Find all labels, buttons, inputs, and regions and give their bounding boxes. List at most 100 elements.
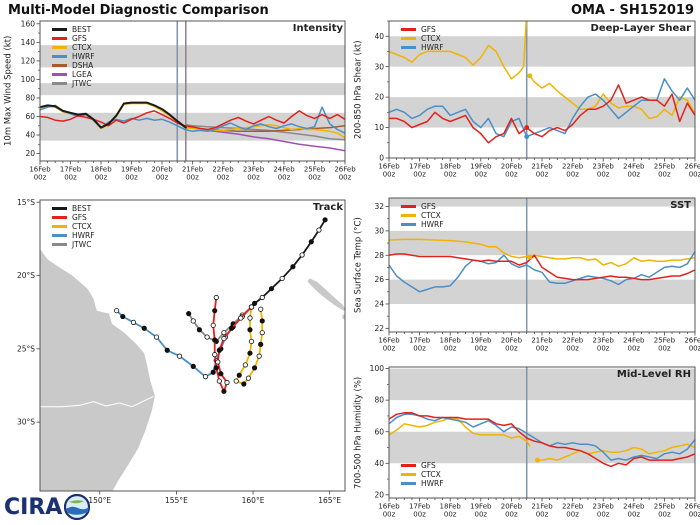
svg-text:00z: 00z [383, 171, 396, 179]
svg-text:00z: 00z [475, 171, 488, 179]
legend-entry-best: BEST [52, 204, 95, 213]
track-position-marker [316, 227, 322, 233]
svg-text:00z: 00z [247, 174, 260, 182]
track-position-marker [247, 350, 253, 356]
track-position-marker [268, 286, 275, 292]
svg-text:22Feb: 22Feb [562, 337, 584, 345]
legend-label: JTWC [72, 240, 92, 249]
svg-text:17Feb: 17Feb [60, 166, 82, 174]
svg-text:00z: 00z [308, 174, 321, 182]
svg-text:20Feb: 20Feb [501, 503, 523, 511]
svg-text:26Feb: 26Feb [684, 163, 700, 171]
rh-y-axis-label: 700-500 hPa Humidity (%) [353, 376, 364, 489]
svg-text:16Feb: 16Feb [378, 163, 400, 171]
svg-text:26: 26 [374, 275, 384, 284]
category-band [389, 198, 695, 207]
track-position-marker [290, 264, 296, 270]
svg-text:25Feb: 25Feb [654, 163, 676, 171]
legend-label: GFS [421, 461, 436, 470]
track-position-marker [120, 313, 126, 320]
track-position-marker [242, 362, 248, 368]
map-frame [39, 199, 346, 492]
legend-entry-ctcx: CTCX [401, 470, 444, 479]
legend-entry-ctcx: CTCX [401, 211, 444, 220]
track-position-marker [190, 363, 196, 369]
track-position-marker [258, 306, 264, 312]
track-map: 150°E 155°E 160°E 165°E 15°S 20°S 25°S 30°S [17, 198, 346, 505]
legend-label: CTCX [72, 222, 92, 231]
legend-label: DSHA [72, 61, 94, 70]
track-position-marker [141, 325, 147, 331]
track-position-marker [213, 365, 219, 371]
legend-entry-gfs: GFS [52, 34, 95, 43]
svg-text:23Feb: 23Feb [243, 166, 265, 174]
track-ctcx [235, 306, 264, 385]
track-position-marker [210, 322, 216, 328]
init-marker [527, 254, 533, 260]
svg-text:120: 120 [21, 56, 36, 65]
legend-label: BEST [72, 25, 92, 34]
plot-frame [39, 20, 346, 162]
legend-swatch-ctcx [401, 473, 416, 476]
svg-text:26Feb: 26Feb [684, 337, 700, 345]
svg-text:17Feb: 17Feb [409, 337, 431, 345]
svg-text:00z: 00z [475, 511, 488, 519]
legend-swatch-hwrf [401, 46, 416, 49]
legend-entry-dsha: DSHA [52, 61, 95, 70]
svg-text:24Feb: 24Feb [623, 163, 645, 171]
track-position-marker [279, 275, 285, 282]
svg-text:18Feb: 18Feb [90, 166, 112, 174]
svg-text:19Feb: 19Feb [470, 163, 492, 171]
svg-text:00z: 00z [658, 345, 671, 353]
track-position-marker [176, 353, 183, 359]
svg-text:24Feb: 24Feb [273, 166, 295, 174]
track-position-marker [221, 330, 227, 336]
svg-text:00z: 00z [628, 345, 641, 353]
track-position-marker [212, 352, 218, 358]
intensity-plot: 16Feb00z17Feb00z18Feb00z19Feb00z20Feb00z… [21, 19, 357, 181]
shear-y-axis-label: 200-850 hPa Shear (kt) [353, 40, 364, 139]
svg-text:25Feb: 25Feb [654, 503, 676, 511]
legend-label: GFS [72, 34, 87, 43]
rh-panel-label: Mid-Level RH [616, 369, 691, 380]
svg-text:00z: 00z [597, 511, 610, 519]
svg-text:00z: 00z [156, 174, 169, 182]
intensity-y-axis-label: 10m Max Wind Speed (kt) [3, 35, 14, 147]
legend-swatch-hwrf [52, 55, 67, 58]
svg-text:155°E: 155°E [165, 496, 188, 505]
svg-text:00z: 00z [505, 345, 518, 353]
svg-text:00z: 00z [475, 345, 488, 353]
legend-label: CTCX [421, 470, 441, 479]
storm-id: OMA - SH152019 [570, 3, 694, 18]
svg-text:22Feb: 22Feb [562, 163, 584, 171]
landmass [307, 278, 345, 312]
category-band [389, 431, 695, 464]
svg-text:20: 20 [374, 490, 384, 499]
track-position-marker [259, 330, 265, 336]
series-ctcx [389, 238, 695, 267]
legend-swatch-ctcx [52, 46, 67, 49]
legend-label: JTWC [72, 79, 92, 88]
track-position-marker [196, 327, 202, 333]
track-legend: BEST GFS CTCX HWRF JTWC [52, 204, 95, 249]
svg-text:00z: 00z [597, 345, 610, 353]
svg-text:00z: 00z [536, 345, 549, 353]
track-position-marker [221, 388, 227, 394]
track-position-marker [215, 359, 221, 365]
legend-entry-jtwc: JTWC [52, 240, 95, 249]
svg-text:10: 10 [374, 123, 384, 132]
svg-text:17Feb: 17Feb [409, 163, 431, 171]
legend-entry-jtwc: JTWC [52, 79, 95, 88]
svg-text:16Feb: 16Feb [378, 337, 400, 345]
svg-text:20Feb: 20Feb [501, 163, 523, 171]
svg-text:00z: 00z [64, 174, 77, 182]
sst-legend: GFS CTCX HWRF [401, 202, 444, 229]
svg-text:00z: 00z [689, 345, 700, 353]
series-ctcx [529, 75, 695, 120]
legend-swatch-gfs [401, 205, 416, 208]
svg-text:00z: 00z [689, 171, 700, 179]
svg-text:18Feb: 18Feb [440, 163, 462, 171]
svg-text:160°E: 160°E [242, 496, 265, 505]
main-title: Multi-Model Diagnostic Comparison [8, 3, 269, 18]
